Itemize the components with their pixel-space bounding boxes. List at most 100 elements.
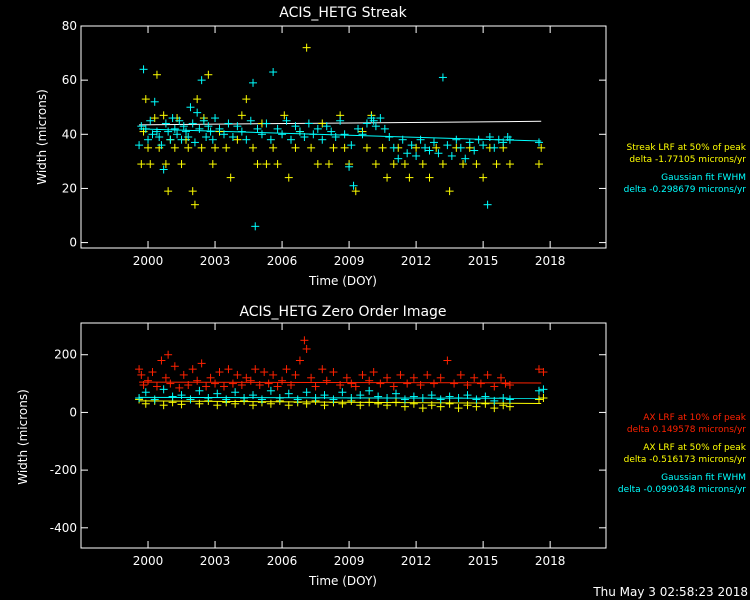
data-point	[501, 379, 510, 388]
data-point	[204, 394, 213, 402]
data-point	[365, 386, 374, 395]
data-point	[179, 122, 188, 131]
data-point	[152, 382, 161, 391]
data-point	[155, 133, 164, 141]
data-point	[463, 381, 472, 390]
data-point	[251, 365, 260, 374]
data-point	[139, 381, 148, 390]
zero-order-x-ticks: 2000 2003 2006 2009 2012 2015 2018	[133, 323, 565, 568]
data-point	[157, 356, 166, 365]
data-point	[228, 379, 237, 388]
streak-x-ticks: 2000 2003 2006 2009 2012 2015 2018	[133, 26, 565, 268]
data-point	[322, 376, 331, 385]
data-point	[429, 138, 438, 147]
y-tick-label: 40	[62, 127, 77, 141]
data-point	[479, 173, 488, 182]
data-point	[184, 133, 193, 141]
data-point	[190, 200, 199, 209]
data-point	[450, 379, 459, 388]
data-point	[369, 368, 378, 377]
data-point	[237, 381, 246, 390]
data-point	[159, 401, 168, 410]
data-point	[418, 404, 427, 413]
data-point	[418, 160, 427, 169]
data-point	[318, 119, 327, 128]
data-point	[197, 76, 206, 85]
data-point	[195, 386, 204, 395]
data-point	[403, 379, 412, 388]
data-point	[490, 404, 499, 413]
data-point	[284, 389, 293, 398]
data-point	[211, 143, 220, 152]
zero-order-annotation-10pct-delta: delta 0.149578 microns/yr	[627, 425, 746, 435]
data-point	[505, 395, 514, 404]
data-point	[251, 222, 260, 231]
data-point	[324, 160, 333, 169]
data-point	[231, 399, 240, 408]
data-point	[539, 368, 548, 377]
data-point	[356, 391, 365, 400]
data-point	[434, 149, 443, 158]
x-tick-label: 2003	[200, 254, 231, 268]
data-point	[318, 135, 327, 144]
data-point	[505, 381, 514, 390]
data-point	[273, 124, 282, 133]
data-point	[389, 382, 398, 391]
y-tick-label: 80	[62, 19, 77, 33]
data-point	[170, 124, 179, 133]
data-point	[249, 143, 258, 152]
data-point	[168, 392, 177, 401]
data-point	[233, 122, 242, 131]
data-point	[421, 143, 430, 152]
data-point	[376, 114, 385, 123]
data-point	[264, 379, 273, 388]
data-point	[409, 399, 418, 408]
data-point	[481, 392, 490, 401]
streak-data-points	[135, 43, 546, 231]
data-point	[148, 368, 157, 377]
streak-annotation-fwhm-delta: delta -0.298679 microns/yr	[624, 185, 747, 195]
data-point	[159, 165, 168, 174]
data-point	[369, 116, 378, 125]
x-tick-label: 2000	[133, 254, 164, 268]
data-point	[231, 388, 240, 397]
data-point	[302, 43, 311, 52]
data-point	[300, 336, 309, 345]
data-point	[213, 401, 222, 410]
data-point	[249, 401, 258, 410]
data-point	[141, 95, 150, 104]
data-point	[539, 385, 548, 394]
data-point	[150, 114, 159, 123]
data-point	[383, 401, 392, 410]
data-point	[135, 394, 144, 402]
streak-plot-frame	[80, 25, 607, 249]
data-point	[329, 143, 338, 152]
data-point	[228, 133, 237, 141]
data-point	[291, 143, 300, 152]
data-point	[347, 394, 356, 402]
data-point	[186, 395, 195, 404]
data-point	[499, 394, 508, 402]
data-point	[427, 391, 436, 400]
data-point	[202, 133, 211, 141]
data-point	[253, 160, 262, 169]
data-point	[505, 160, 514, 169]
zero-order-y-label: Width (microns)	[16, 389, 30, 485]
data-point	[266, 386, 275, 395]
data-point	[150, 97, 159, 106]
data-point	[190, 138, 199, 147]
data-point	[144, 135, 153, 144]
data-point	[295, 356, 304, 365]
data-point	[184, 143, 193, 152]
y-tick-label: -400	[50, 521, 77, 535]
data-point	[412, 151, 421, 160]
data-point	[347, 141, 356, 150]
streak-x-label: Time (DOY)	[308, 274, 377, 288]
data-point	[470, 373, 479, 382]
data-point	[378, 143, 387, 152]
y-tick-label: 0	[69, 405, 77, 419]
data-point	[257, 395, 266, 404]
data-point	[237, 111, 246, 120]
data-point	[269, 68, 278, 77]
data-point	[371, 160, 380, 169]
